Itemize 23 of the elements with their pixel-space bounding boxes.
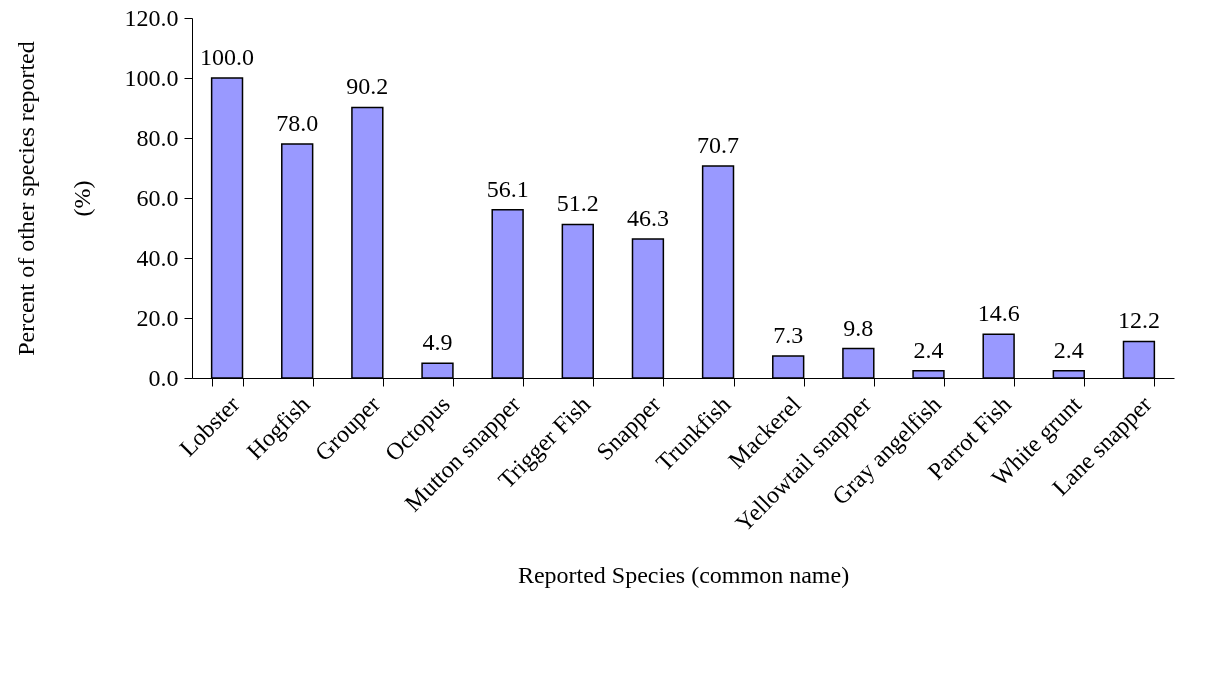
y-tick-label: 0.0 bbox=[148, 364, 179, 391]
data-label: 46.3 bbox=[626, 205, 669, 232]
data-label: 4.9 bbox=[422, 329, 453, 356]
data-label: 2.4 bbox=[913, 336, 944, 363]
y-tick-label: 120.0 bbox=[124, 4, 179, 31]
y-tick-label: 60.0 bbox=[136, 184, 179, 211]
data-label: 56.1 bbox=[486, 175, 529, 202]
data-label: 78.0 bbox=[276, 110, 319, 136]
y-tick-label: 40.0 bbox=[136, 244, 179, 271]
y-tick-label: 20.0 bbox=[136, 304, 179, 331]
data-label: 12.2 bbox=[1117, 307, 1160, 334]
x-axis-title: Reported Species (common name) bbox=[517, 562, 850, 589]
data-label: 14.6 bbox=[977, 300, 1020, 327]
data-label: 90.2 bbox=[346, 73, 389, 100]
data-label: 100.0 bbox=[200, 44, 255, 70]
data-label: 2.4 bbox=[1053, 336, 1084, 363]
y-tick-label: 80.0 bbox=[136, 124, 179, 151]
y-tick-label: 100.0 bbox=[124, 64, 179, 91]
text: Percent of other species reported (%) bbox=[12, 41, 95, 356]
data-label: 7.3 bbox=[773, 322, 804, 349]
data-label: 9.8 bbox=[843, 314, 874, 341]
data-label: 70.7 bbox=[697, 131, 740, 158]
data-label: 51.2 bbox=[556, 190, 599, 217]
